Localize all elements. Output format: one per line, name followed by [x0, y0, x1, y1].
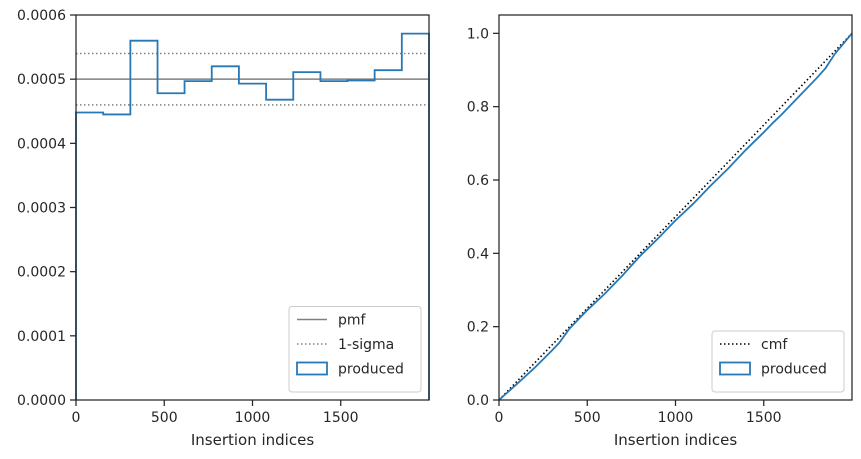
x-tick-label: 1000	[235, 410, 271, 426]
legend-label-produced: produced	[338, 362, 404, 378]
x-tick-label: 500	[574, 410, 601, 426]
x-tick-label: 1000	[658, 410, 694, 426]
y-tick-label: 0.0000	[17, 393, 66, 409]
legend-label-produced: produced	[761, 362, 827, 378]
legend-label-1-sigma: 1-sigma	[338, 337, 394, 353]
x-tick-label: 500	[151, 410, 178, 426]
y-tick-label: 0.0006	[17, 8, 66, 24]
legend-label-pmf: pmf	[338, 313, 367, 329]
y-tick-label: 0.0001	[17, 329, 66, 345]
y-tick-label: 0.0004	[17, 136, 66, 152]
y-tick-label: 0.0	[467, 393, 489, 409]
right-chart-panel: 0 500 1000 1500 0.0 0.2 0.4 0.6 0.8 1.0 Insertion …	[467, 14, 853, 449]
y-tick-label: 0.6	[467, 173, 489, 189]
x-tick-label: 1500	[746, 410, 782, 426]
series-produced	[498, 32, 853, 401]
legend-label-cmf: cmf	[761, 337, 788, 353]
y-tick-label: 0.4	[467, 246, 489, 262]
series-produced	[75, 32, 430, 400]
series-cmf	[498, 32, 853, 401]
legend-handle-produced	[296, 361, 328, 376]
y-tick-label: 1.0	[467, 26, 489, 42]
x-axis-label: Insertion indices	[614, 431, 737, 449]
x-axis-label: Insertion indices	[191, 431, 314, 449]
y-tick-label: 0.0005	[17, 72, 66, 88]
x-tick-label: 1500	[323, 410, 359, 426]
x-tick-label: 0	[495, 410, 504, 426]
left-chart-panel: 0 500 1000 1500 0.0000 0.0001 0.0002 0.0003 0.00…	[17, 8, 430, 449]
y-tick-label: 0.0003	[17, 201, 66, 217]
legend-box	[288, 306, 422, 393]
legend-handle-produced	[719, 361, 751, 376]
x-tick-label: 0	[72, 410, 81, 426]
legend-box	[711, 330, 845, 393]
y-tick-label: 0.0002	[17, 265, 66, 281]
y-tick-label: 0.8	[467, 100, 489, 116]
y-tick-label: 0.2	[467, 320, 489, 336]
